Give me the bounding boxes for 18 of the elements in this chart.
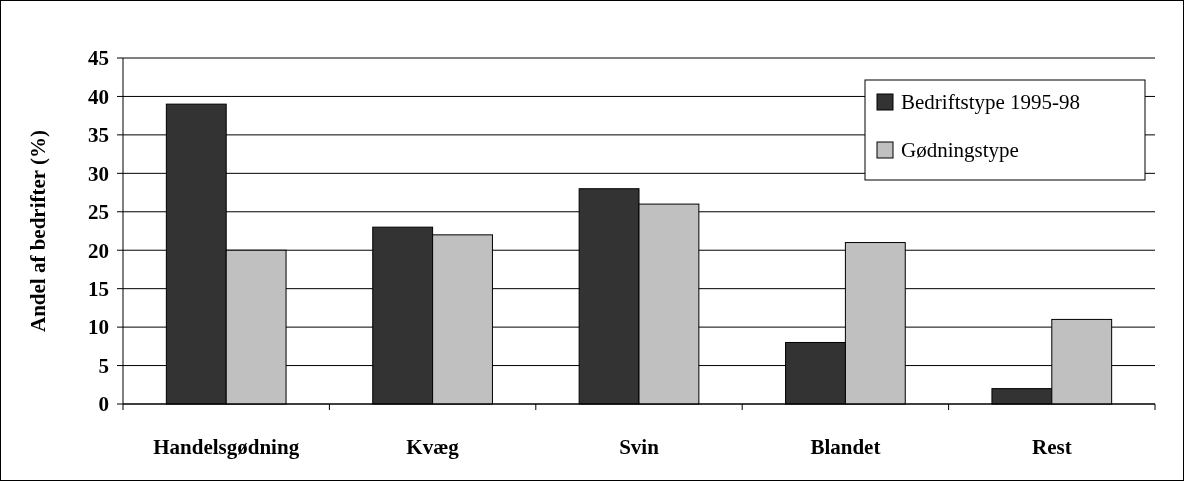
y-tick-label: 40: [88, 84, 109, 109]
x-tick-label: Blandet: [810, 435, 881, 459]
x-tick-label: Svin: [619, 435, 660, 459]
y-tick-label: 20: [88, 238, 109, 263]
legend-label: Bedriftstype 1995-98: [901, 90, 1081, 115]
x-tick-label: Kvæg: [406, 435, 460, 459]
y-axis-title: Andel af bedrifter (%): [26, 130, 51, 332]
y-tick-label: 10: [88, 315, 109, 340]
y-tick-label: 5: [98, 353, 109, 378]
legend-label: Gødningstype: [901, 138, 1019, 163]
y-tick-label: 45: [88, 46, 109, 71]
x-tick-label: Rest: [1031, 435, 1072, 459]
y-tick-label: 30: [88, 161, 109, 186]
y-tick-label: 15: [88, 277, 109, 302]
y-tick-label: 25: [88, 200, 109, 225]
y-tick-label: 0: [98, 392, 109, 417]
x-tick-label: Handelsgødning: [153, 435, 300, 459]
y-tick-label: 35: [88, 123, 109, 148]
